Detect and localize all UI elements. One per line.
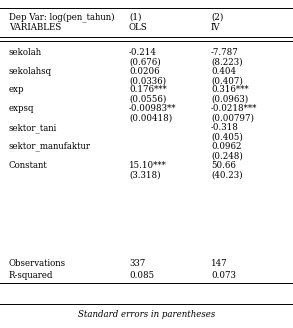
Text: IV: IV bbox=[211, 23, 221, 32]
Text: sekolah: sekolah bbox=[9, 48, 42, 56]
Text: (0.00418): (0.00418) bbox=[129, 114, 172, 123]
Text: exp: exp bbox=[9, 85, 24, 94]
Text: (40.23): (40.23) bbox=[211, 170, 243, 179]
Text: sektor_manufaktur: sektor_manufaktur bbox=[9, 142, 91, 152]
Text: Standard errors in parentheses: Standard errors in parentheses bbox=[78, 310, 215, 319]
Text: 0.176***: 0.176*** bbox=[129, 85, 167, 94]
Text: (0.248): (0.248) bbox=[211, 152, 243, 160]
Text: (0.0556): (0.0556) bbox=[129, 95, 166, 104]
Text: 0.073: 0.073 bbox=[211, 271, 236, 279]
Text: 0.404: 0.404 bbox=[211, 67, 236, 75]
Text: 147: 147 bbox=[211, 259, 228, 268]
Text: 0.316***: 0.316*** bbox=[211, 85, 248, 94]
Text: (8.223): (8.223) bbox=[211, 57, 243, 66]
Text: -0.0218***: -0.0218*** bbox=[211, 104, 257, 113]
Text: VARIABLES: VARIABLES bbox=[9, 23, 61, 32]
Text: (0.676): (0.676) bbox=[129, 57, 161, 66]
Text: 0.085: 0.085 bbox=[129, 271, 154, 279]
Text: (0.405): (0.405) bbox=[211, 133, 243, 141]
Text: -0.214: -0.214 bbox=[129, 48, 157, 56]
Text: 50.66: 50.66 bbox=[211, 161, 236, 170]
Text: expsq: expsq bbox=[9, 104, 34, 113]
Text: (2): (2) bbox=[211, 12, 223, 21]
Text: 0.0962: 0.0962 bbox=[211, 142, 241, 151]
Text: OLS: OLS bbox=[129, 23, 148, 32]
Text: Dep Var: log(pen_tahun): Dep Var: log(pen_tahun) bbox=[9, 12, 114, 22]
Text: (3.318): (3.318) bbox=[129, 170, 161, 179]
Text: 337: 337 bbox=[129, 259, 145, 268]
Text: Constant: Constant bbox=[9, 161, 47, 170]
Text: 0.0206: 0.0206 bbox=[129, 67, 160, 75]
Text: -0.318: -0.318 bbox=[211, 123, 239, 132]
Text: (1): (1) bbox=[129, 12, 142, 21]
Text: R-squared: R-squared bbox=[9, 271, 53, 279]
Text: -7.787: -7.787 bbox=[211, 48, 239, 56]
Text: Observations: Observations bbox=[9, 259, 66, 268]
Text: (0.0963): (0.0963) bbox=[211, 95, 248, 104]
Text: (0.0336): (0.0336) bbox=[129, 76, 166, 85]
Text: (0.407): (0.407) bbox=[211, 76, 243, 85]
Text: -0.00983**: -0.00983** bbox=[129, 104, 176, 113]
Text: (0.00797): (0.00797) bbox=[211, 114, 254, 123]
Text: 15.10***: 15.10*** bbox=[129, 161, 167, 170]
Text: sekolahsq: sekolahsq bbox=[9, 67, 52, 75]
Text: sektor_tani: sektor_tani bbox=[9, 123, 57, 133]
